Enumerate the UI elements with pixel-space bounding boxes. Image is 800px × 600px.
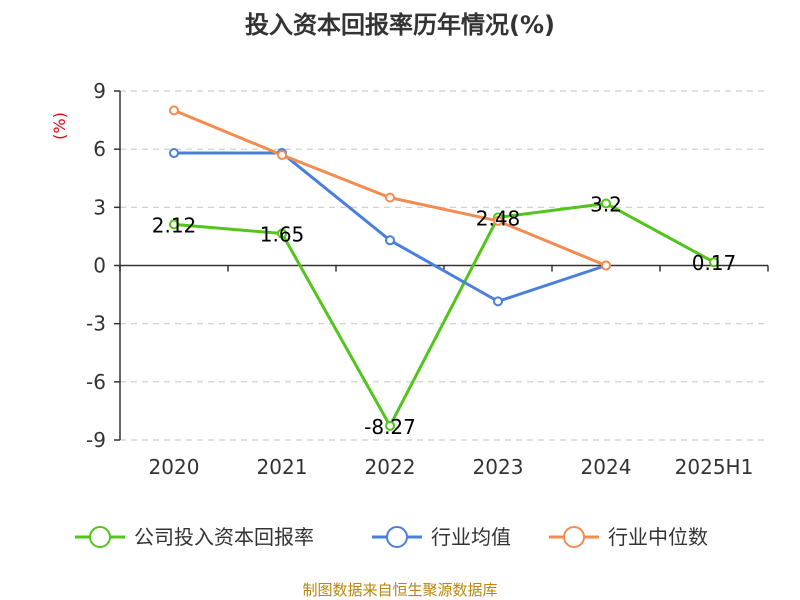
y-tick-label: 9 xyxy=(93,79,106,103)
x-tick-label: 2022 xyxy=(365,455,416,479)
data-point xyxy=(385,192,395,203)
legend-marker xyxy=(89,526,111,548)
data-point xyxy=(709,257,719,268)
legend-label: 行业均值 xyxy=(431,525,511,549)
legend-label: 行业中位数 xyxy=(608,525,708,549)
x-tick-label: 2023 xyxy=(473,455,524,479)
data-label: 1.65 xyxy=(260,223,305,247)
y-tick-label: 3 xyxy=(93,195,106,219)
data-point xyxy=(493,296,503,307)
data-point xyxy=(277,149,287,160)
y-tick-label: -9 xyxy=(86,428,106,452)
source-note: 制图数据来自恒生聚源数据库 xyxy=(302,581,497,599)
data-point xyxy=(169,219,179,230)
y-tick-label: 6 xyxy=(93,137,106,161)
y-tick-label: 0 xyxy=(93,254,106,278)
data-point xyxy=(169,105,179,116)
x-tick-label: 2025H1 xyxy=(675,455,754,479)
data-label: 2.48 xyxy=(476,206,521,230)
series-line xyxy=(173,201,715,428)
x-tick-label: 2021 xyxy=(257,455,308,479)
data-label: 3.2 xyxy=(590,192,622,216)
data-point xyxy=(601,198,611,209)
data-label: 2.12 xyxy=(152,213,197,237)
x-tick-label: 2020 xyxy=(149,455,200,479)
data-label: 0.17 xyxy=(692,251,737,275)
legend-marker xyxy=(563,526,585,548)
data-point xyxy=(385,235,395,246)
y-tick-label: -6 xyxy=(86,370,106,394)
y-unit-label: (%) xyxy=(50,112,69,140)
series-line xyxy=(174,151,607,303)
data-point xyxy=(493,215,503,226)
data-labels: 2.12 1.65 -8.27 2.48 3.2 0.17 xyxy=(152,192,737,438)
legend: 公司投入资本回报率 行业均值 行业中位数 xyxy=(75,525,708,549)
x-tick-label: 2024 xyxy=(581,455,632,479)
data-point xyxy=(601,260,611,271)
data-point xyxy=(385,420,395,431)
data-label: -8.27 xyxy=(364,415,416,439)
legend-marker xyxy=(386,526,408,548)
data-point xyxy=(277,228,287,239)
series-points xyxy=(169,105,719,431)
y-tick-label: -3 xyxy=(86,312,106,336)
x-tick-labels: 2020 2021 2022 2023 2024 2025H1 xyxy=(149,455,754,479)
y-tick-labels: 9 6 3 0 -3 -6 -9 xyxy=(86,79,106,452)
data-point xyxy=(169,148,179,159)
chart-title: 投入资本回报率历年情况(%) xyxy=(245,11,555,39)
axes xyxy=(114,90,769,441)
legend-label: 公司投入资本回报率 xyxy=(134,525,314,549)
